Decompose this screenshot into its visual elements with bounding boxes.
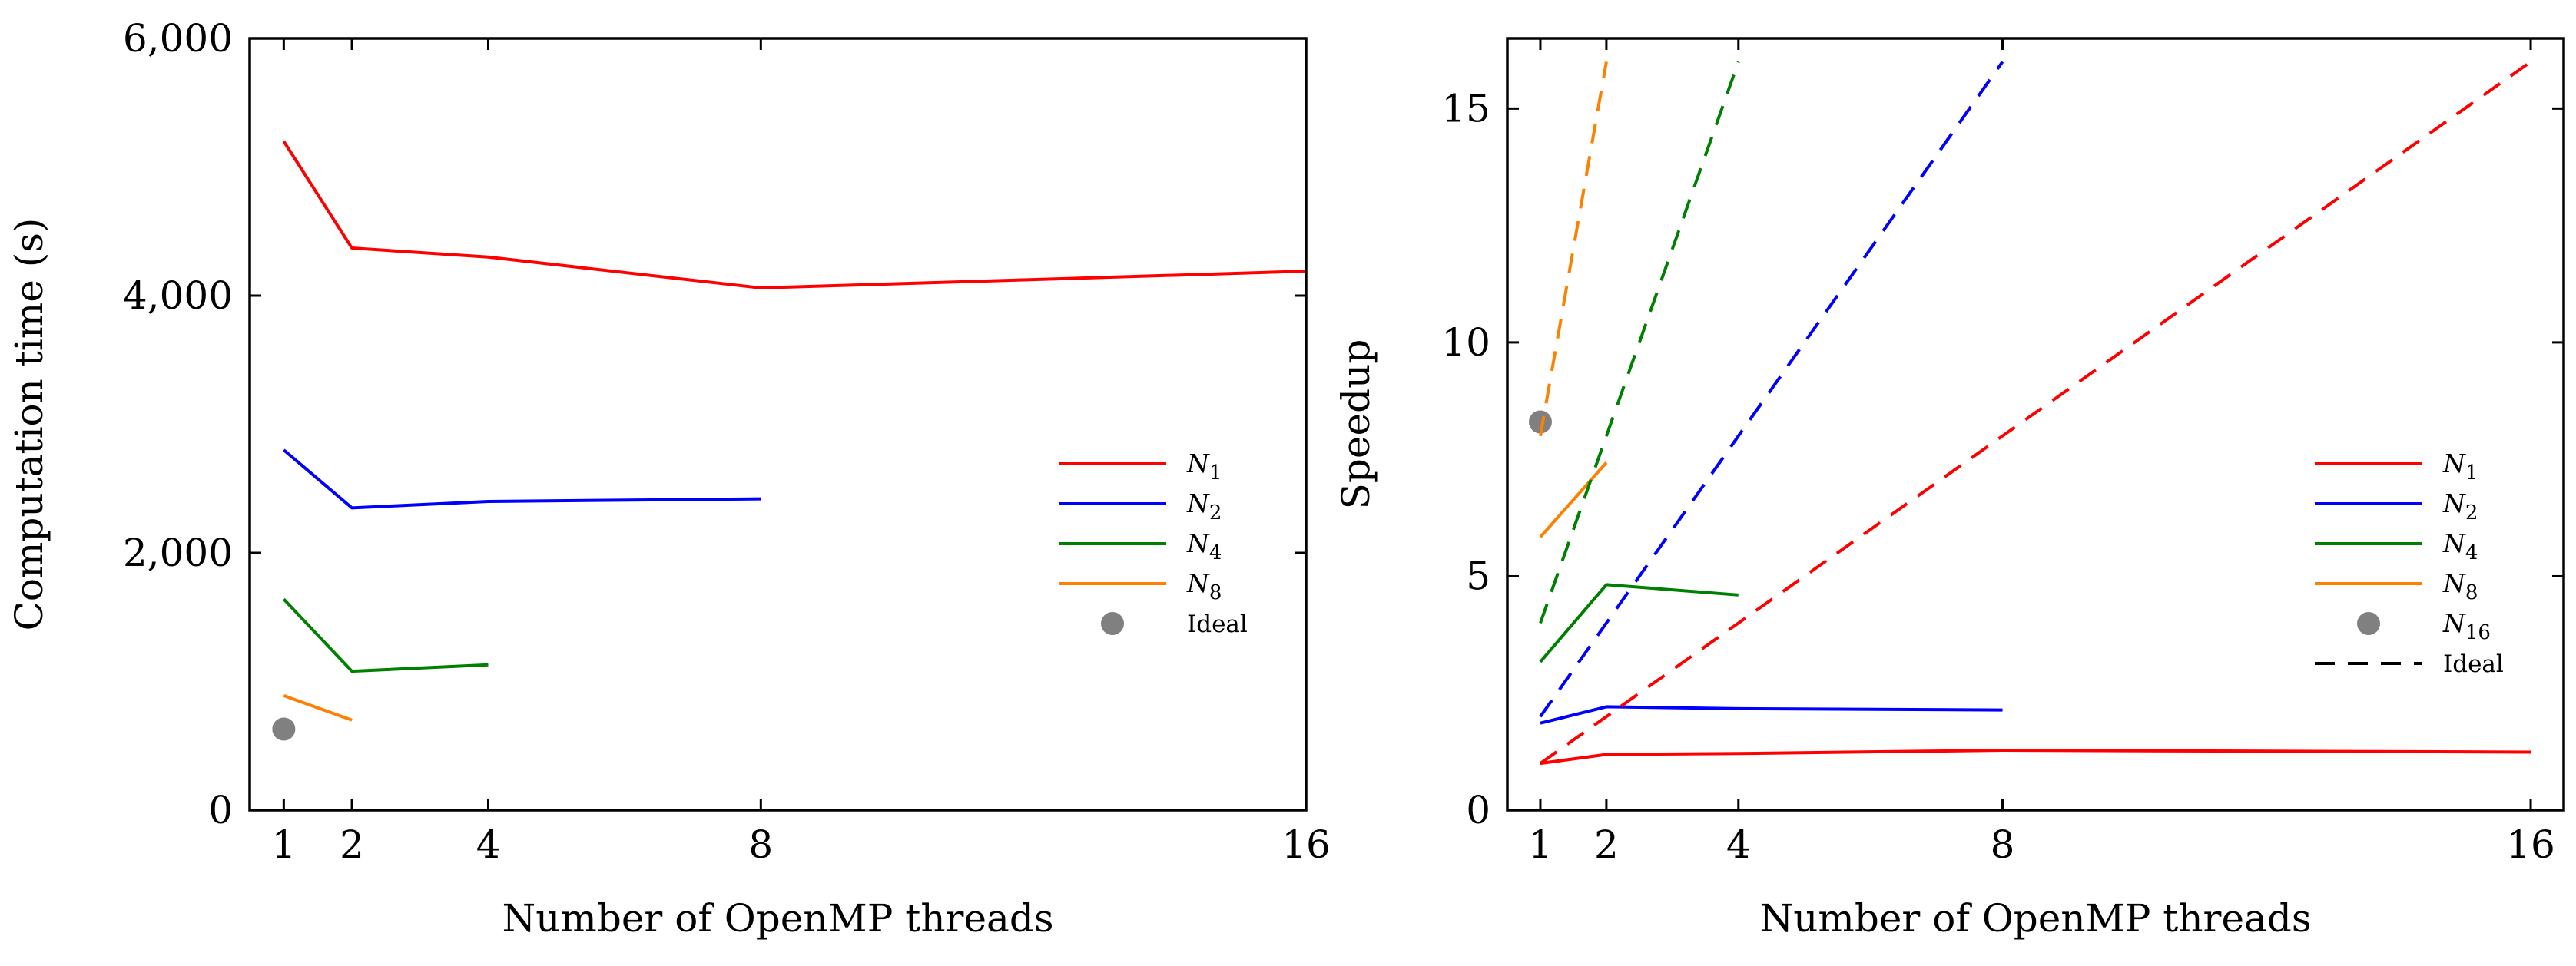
series-line-n8 bbox=[283, 694, 353, 722]
legend-label-ideal: Ideal bbox=[1187, 610, 1248, 638]
data-point-n16 bbox=[1528, 410, 1552, 434]
legend-marker-n16 bbox=[2357, 612, 2380, 635]
x-tick-label: 2 bbox=[340, 822, 364, 867]
x-tick-label: 4 bbox=[476, 822, 501, 867]
plot-frame bbox=[1506, 37, 2565, 812]
series-line-n1 bbox=[1540, 749, 2531, 766]
legend-label-n1: N1 bbox=[2442, 448, 2478, 485]
legend-label-n4: N4 bbox=[2442, 528, 2478, 564]
series-line-n2 bbox=[1540, 705, 2003, 725]
legend-label-n8: N8 bbox=[1186, 568, 1222, 604]
legend-label-n1: N1 bbox=[1186, 448, 1222, 485]
x-axis-label: Number of OpenMP threads bbox=[502, 896, 1053, 941]
legend-label-n2: N2 bbox=[2442, 488, 2478, 524]
series-line-ideal-n1 bbox=[1539, 60, 2532, 765]
y-tick-label: 2,000 bbox=[123, 531, 233, 575]
y-axis-label: Computation time (s) bbox=[7, 218, 51, 631]
x-tick-label: 4 bbox=[1726, 822, 1751, 867]
series-line-n2 bbox=[283, 448, 761, 510]
series-line-ideal-n8 bbox=[1538, 61, 1608, 437]
legend-label-n8: N8 bbox=[2442, 568, 2478, 604]
y-tick-label: 15 bbox=[1441, 86, 1490, 131]
x-tick-label: 2 bbox=[1594, 822, 1619, 867]
x-axis-label: Number of OpenMP threads bbox=[1759, 896, 2311, 941]
series-line-n4 bbox=[1539, 583, 1739, 663]
legend-label-ideal: Ideal bbox=[2443, 650, 2504, 678]
series-line-n1 bbox=[282, 140, 1307, 289]
legend-marker-ideal bbox=[1101, 612, 1124, 635]
x-tick-label: 1 bbox=[1528, 822, 1553, 867]
computation-time-chart: 1 2 4 8 16 0 2,000 4,000 6,000 Number of OpenMP t… bbox=[7, 16, 1331, 941]
y-tick-label: 0 bbox=[208, 788, 233, 832]
y-tick-label: 0 bbox=[1466, 788, 1490, 832]
data-point-ideal bbox=[272, 717, 296, 741]
y-tick-label: 10 bbox=[1441, 320, 1490, 365]
y-tick-label: 4,000 bbox=[123, 273, 233, 318]
series-line-ideal-n4 bbox=[1539, 61, 1740, 624]
series-line-n4 bbox=[282, 597, 489, 673]
x-tick-label: 8 bbox=[1991, 822, 2015, 867]
x-tick-label: 8 bbox=[748, 822, 773, 867]
x-tick-label: 1 bbox=[271, 822, 296, 867]
legend-label-n2: N2 bbox=[1186, 488, 1222, 524]
legend-label-n16: N16 bbox=[2442, 608, 2491, 644]
x-tick-label: 16 bbox=[1281, 822, 1331, 867]
plot-frame bbox=[248, 37, 1308, 812]
series-line-n8 bbox=[1539, 461, 1608, 538]
y-tick-label: 5 bbox=[1466, 554, 1490, 598]
y-axis-label: Speedup bbox=[1334, 339, 1378, 510]
series-line-ideal-n2 bbox=[1539, 61, 2004, 718]
legend-label-n4: N4 bbox=[1186, 528, 1222, 564]
speedup-chart: 1 2 4 8 16 0 5 10 15 Number of OpenMP threads Spee… bbox=[1334, 37, 2565, 941]
x-tick-label: 16 bbox=[2506, 822, 2555, 867]
y-tick-label: 6,000 bbox=[123, 16, 233, 61]
